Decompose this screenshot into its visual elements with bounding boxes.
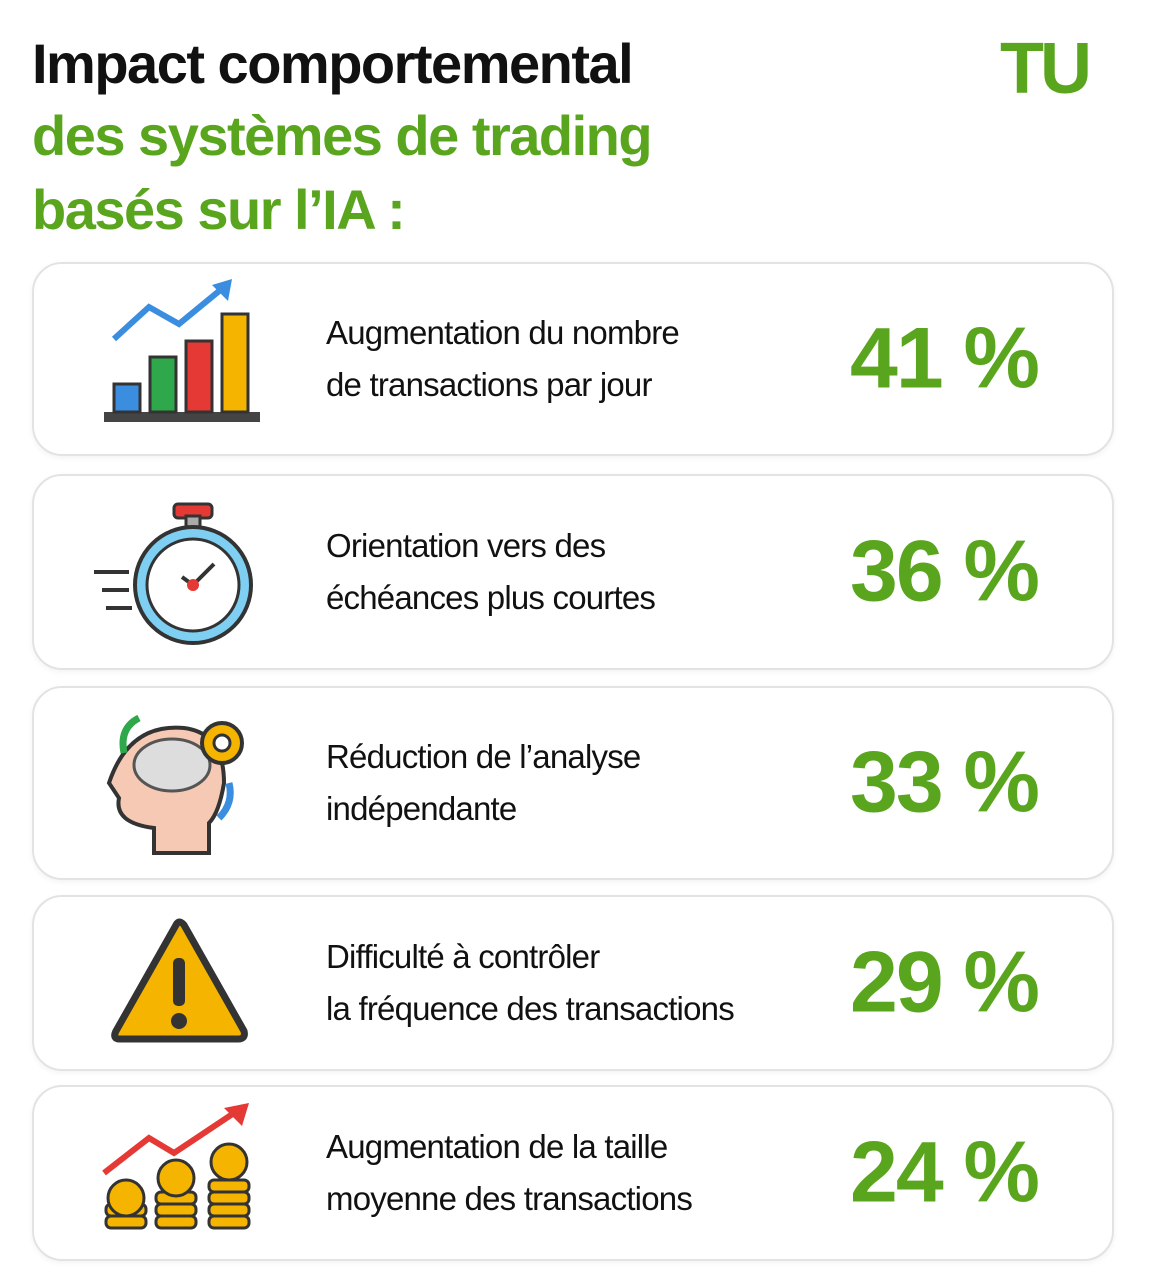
item-label: Orientation vers des échéances plus court… (326, 520, 656, 624)
item-value: 24 % (849, 1124, 1040, 1221)
label-line: la fréquence des transactions (326, 990, 735, 1027)
icon-stopwatch (94, 502, 253, 645)
icon-bar-chart (104, 279, 260, 422)
item-card: Augmentation du nombre de transactions pa… (32, 262, 1114, 456)
label-line: de transactions par jour (326, 366, 652, 403)
item-card: Difficulté à contrôler la fréquence des t… (32, 895, 1114, 1071)
item-label: Augmentation du nombre de transactions pa… (326, 307, 680, 411)
item-value: 36 % (849, 523, 1040, 620)
item-card: Orientation vers des échéances plus court… (32, 474, 1114, 670)
item-value: 41 % (849, 310, 1040, 407)
label-line: indépendante (326, 790, 517, 827)
item-label: Difficulté à contrôler la fréquence des t… (326, 931, 735, 1035)
title-line: Impact comportemental (32, 32, 634, 95)
item-card: Augmentation de la taille moyenne des tra… (32, 1085, 1114, 1261)
label-line: Augmentation de la taille (326, 1128, 668, 1165)
label-line: Orientation vers des (326, 527, 606, 564)
icon-brain-gears (106, 714, 244, 855)
label-line: échéances plus courtes (326, 579, 656, 616)
item-value: 29 % (849, 934, 1040, 1031)
label-line: Augmentation du nombre (326, 314, 680, 351)
item-card: Réduction de l’analyse indépendante 33 % (32, 686, 1114, 880)
item-label: Augmentation de la taille moyenne des tra… (326, 1121, 693, 1225)
icon-warning (111, 918, 248, 1043)
logo: TU (1000, 29, 1092, 109)
title-line: des systèmes de trading (32, 104, 653, 167)
label-line: Réduction de l’analyse (326, 738, 641, 775)
label-line: moyenne des transactions (326, 1180, 693, 1217)
item-label: Réduction de l’analyse indépendante (326, 731, 641, 835)
title-line: basés sur l’IA : (32, 178, 406, 241)
label-line: Difficulté à contrôler (326, 938, 600, 975)
icon-coins (102, 1103, 251, 1230)
item-value: 33 % (849, 734, 1040, 831)
